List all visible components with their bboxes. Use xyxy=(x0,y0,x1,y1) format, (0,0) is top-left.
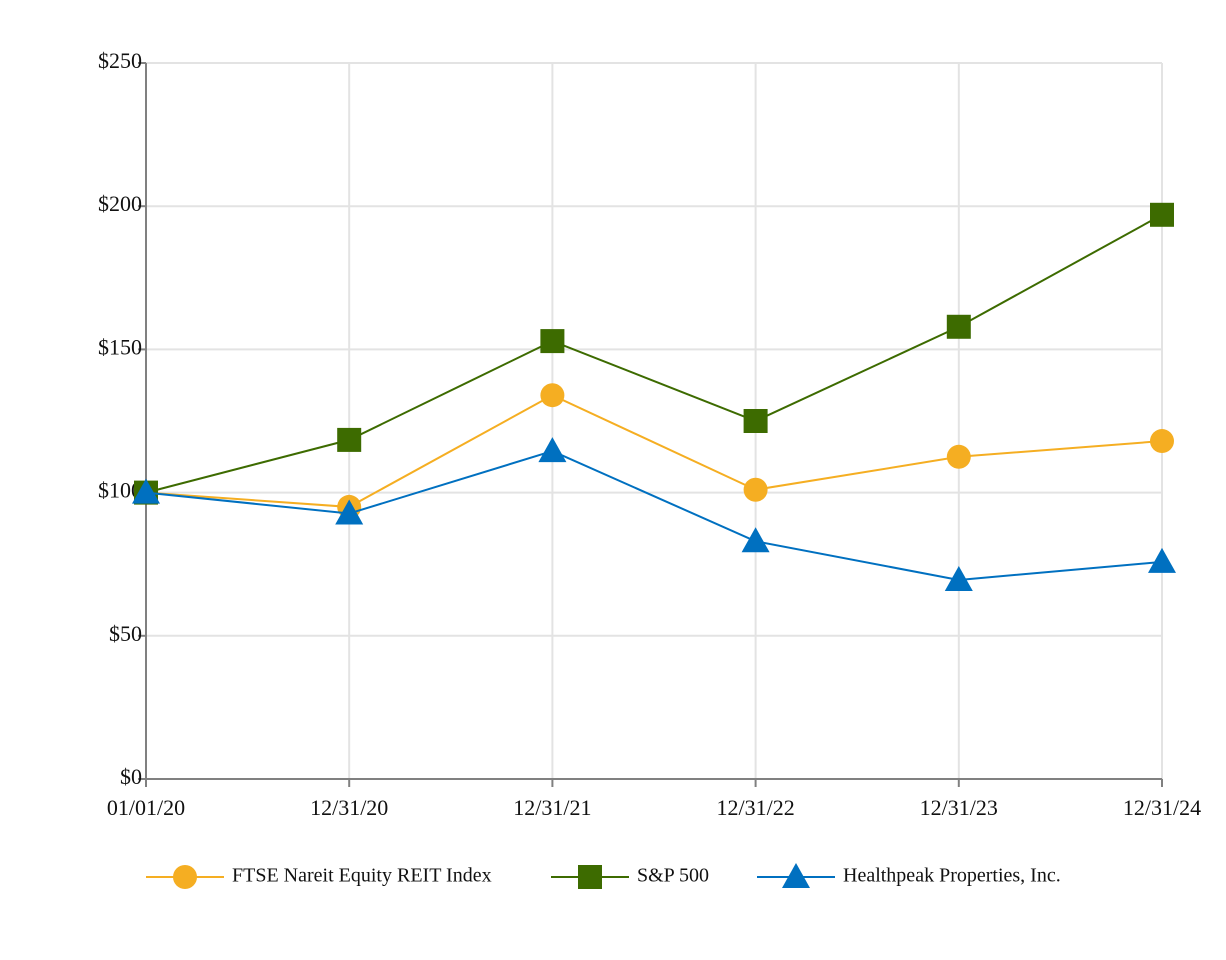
y-tick-label: $200 xyxy=(98,191,142,216)
marker xyxy=(578,865,602,889)
marker xyxy=(540,329,565,354)
marker xyxy=(1150,429,1174,454)
marker xyxy=(741,527,770,553)
marker xyxy=(946,444,971,469)
marker xyxy=(944,565,973,591)
marker xyxy=(132,478,160,504)
marker xyxy=(743,409,768,433)
y-tick-label: $0 xyxy=(120,764,142,789)
marker xyxy=(538,437,567,463)
series-line xyxy=(145,213,1163,494)
x-tick-label: 12/31/21 xyxy=(513,795,591,820)
y-tick-label: $50 xyxy=(109,621,142,646)
y-tick-label: $150 xyxy=(98,334,142,359)
x-tick-label: 01/01/20 xyxy=(107,795,185,820)
legend-label: S&P 500 xyxy=(637,865,709,887)
marker xyxy=(946,314,971,339)
legend: FTSE Nareit Equity REIT Index S&P 500 Heal… xyxy=(146,863,1061,889)
x-tick-label: 12/31/20 xyxy=(310,795,388,820)
marker xyxy=(335,499,364,525)
x-tick-label: 12/31/23 xyxy=(920,795,998,820)
legend-label: Healthpeak Properties, Inc. xyxy=(843,865,1061,887)
series-line xyxy=(145,394,1163,508)
marker xyxy=(173,865,197,889)
marker xyxy=(540,383,565,408)
marker xyxy=(1148,547,1176,573)
marker xyxy=(782,863,810,888)
marker xyxy=(743,477,768,502)
marker xyxy=(337,427,362,452)
x-tick-label: 12/31/24 xyxy=(1123,795,1201,820)
y-tick-label: $250 xyxy=(98,48,142,73)
legend-label: FTSE Nareit Equity REIT Index xyxy=(232,865,492,887)
series-line xyxy=(145,450,1163,581)
x-tick-label: 12/31/22 xyxy=(716,795,794,820)
marker xyxy=(1150,202,1174,227)
